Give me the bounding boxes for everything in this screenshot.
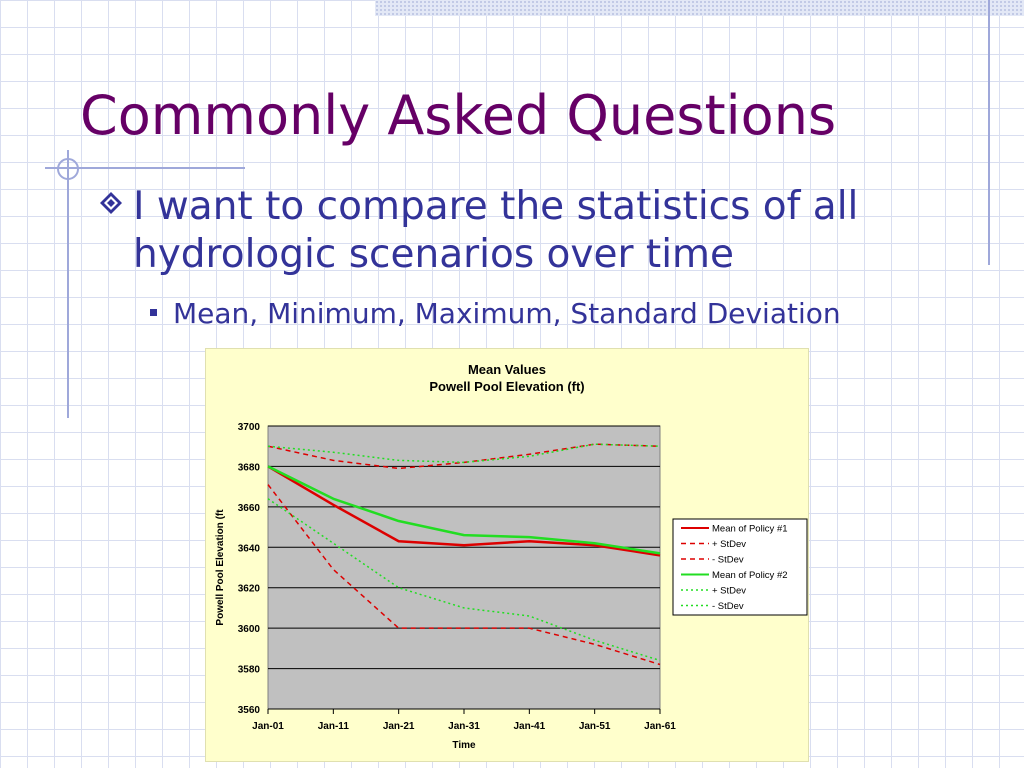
decor-line (988, 0, 990, 265)
y-tick-label: 3660 (238, 503, 261, 514)
y-tick-label: 3620 (238, 584, 261, 595)
header-band (375, 0, 1024, 16)
decor-line (45, 167, 245, 169)
y-tick-label: 3600 (238, 624, 261, 635)
y-tick-label: 3580 (238, 665, 261, 676)
y-tick-label: 3560 (238, 705, 261, 716)
y-tick-label: 3700 (238, 422, 261, 433)
x-axis-label: Time (452, 740, 476, 751)
bullet-text: I want to compare the statistics of all … (133, 184, 859, 277)
x-tick-label: Jan-31 (448, 721, 480, 732)
legend-label: Mean of Policy #1 (712, 524, 788, 535)
x-tick-label: Jan-11 (318, 721, 350, 732)
chart-title: Mean Values (468, 362, 546, 377)
bullet-level-2: Mean, Minimum, Maximum, Standard Deviati… (150, 297, 841, 330)
series-line-6 (267, 498, 661, 662)
x-tick-label: Jan-21 (383, 721, 415, 732)
legend-label: + StDev (712, 586, 746, 597)
x-tick-label: Jan-41 (513, 721, 545, 732)
line-chart: Mean Values Powell Pool Elevation (ft) 356… (215, 362, 808, 751)
plot-area (267, 425, 661, 710)
chart-panel: Mean Values Powell Pool Elevation (ft) 356… (205, 348, 809, 762)
series-line-5 (267, 443, 661, 464)
series-line-4 (267, 465, 661, 555)
diamond-bullet-icon (100, 192, 122, 214)
legend-label: - StDev (712, 555, 744, 566)
legend-label: Mean of Policy #2 (712, 570, 788, 581)
legend-box (672, 518, 808, 616)
series-line-1 (267, 465, 661, 557)
legend-label: + StDev (712, 539, 746, 550)
slide-title: Commonly Asked Questions (80, 84, 837, 147)
square-bullet-icon (150, 308, 157, 316)
x-tick-label: Jan-51 (579, 721, 611, 732)
y-axis-label: Powell Pool Elevation (ft (215, 509, 226, 626)
y-tick-label: 3640 (238, 543, 261, 554)
bullet-text: Mean, Minimum, Maximum, Standard Deviati… (173, 297, 841, 330)
y-tick-label: 3680 (238, 462, 261, 473)
decor-line (67, 150, 69, 418)
chart-subtitle: Powell Pool Elevation (ft) (429, 379, 584, 394)
x-tick-label: Jan-61 (644, 721, 676, 732)
x-tick-label: Jan-01 (252, 721, 284, 732)
bullet-level-1: I want to compare the statistics of all … (96, 183, 976, 279)
decor-circle (57, 158, 79, 180)
legend-label: - StDev (712, 601, 744, 612)
